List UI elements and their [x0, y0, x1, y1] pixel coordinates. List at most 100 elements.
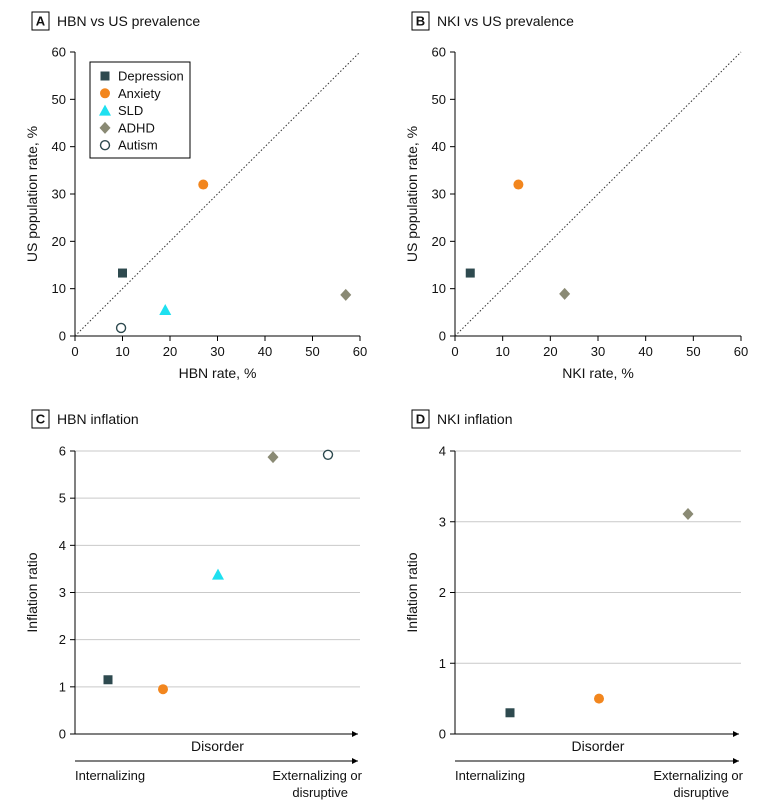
- point-depression: [465, 268, 475, 278]
- y-tick-label-3: 3: [439, 514, 446, 529]
- legend-label-autism: Autism: [118, 138, 158, 153]
- y-tick-label-4: 4: [59, 538, 66, 553]
- legend-marker-anxiety: [100, 88, 110, 99]
- panel-d-nki-inflation: D NKI inflation 0 1 2 3 4 Inflation ratio Disord…: [404, 409, 744, 800]
- panel-c-hbn-inflation: C HBN inflation 0 1 2 3 4 5 6 Inflation ratio Diso…: [24, 409, 363, 800]
- y-tick-label-4: 4: [439, 444, 446, 459]
- spectrum-left-label: Internalizing: [75, 768, 145, 783]
- legend-marker-depression: [100, 71, 110, 81]
- x-tick-label-4: 40: [258, 344, 272, 359]
- y-tick-label-1: 10: [52, 281, 66, 296]
- x-axis-label: Disorder: [191, 738, 244, 754]
- spectrum-right-label-line2: disruptive: [673, 785, 729, 800]
- x-tick-label-0: 0: [451, 344, 458, 359]
- y-tick-label-5: 5: [59, 491, 66, 506]
- y-tick-label-5: 50: [432, 92, 446, 107]
- y-tick-label-2: 2: [59, 632, 66, 647]
- spectrum-right-label-line2: disruptive: [292, 785, 348, 800]
- legend-label-sld: SLD: [118, 103, 143, 118]
- point-depression: [103, 675, 113, 685]
- legend-label-anxiety: Anxiety: [118, 86, 161, 101]
- point-autism: [115, 322, 127, 334]
- panel-title: NKI vs US prevalence: [437, 13, 574, 29]
- y-tick-label-4: 40: [52, 139, 66, 154]
- point-anxiety: [594, 693, 604, 704]
- panel-title: HBN inflation: [57, 411, 139, 427]
- point-adhd: [340, 288, 352, 301]
- legend-label-depression: Depression: [118, 69, 184, 84]
- y-tick-label-0: 0: [59, 727, 66, 742]
- x-axis-label: NKI rate, %: [562, 365, 634, 381]
- y-tick-label-1: 1: [439, 656, 446, 671]
- point-adhd: [559, 287, 571, 300]
- y-tick-label-6: 60: [52, 45, 66, 60]
- point-adhd: [682, 507, 694, 520]
- panel-title: HBN vs US prevalence: [57, 13, 200, 29]
- point-autism: [322, 449, 334, 460]
- panel-letter: A: [36, 14, 46, 29]
- legend: Depression Anxiety SLD ADHD Autism: [89, 61, 191, 159]
- x-tick-label-3: 30: [210, 344, 224, 359]
- point-sld: [159, 303, 172, 315]
- point-depression: [505, 708, 515, 718]
- y-tick-label-6: 6: [59, 444, 66, 459]
- x-tick-label-2: 20: [543, 344, 557, 359]
- y-tick-label-1: 1: [59, 679, 66, 694]
- x-tick-label-4: 40: [638, 344, 652, 359]
- panel-letter: B: [416, 14, 425, 29]
- point-anxiety: [198, 179, 209, 190]
- point-sld: [212, 568, 224, 580]
- point-adhd: [267, 451, 279, 464]
- y-tick-label-2: 20: [432, 234, 446, 249]
- legend-marker-autism: [99, 139, 111, 151]
- spectrum-right-label-line1: Externalizing or: [272, 768, 362, 783]
- point-anxiety: [513, 179, 524, 190]
- y-tick-label-5: 50: [52, 92, 66, 107]
- legend-marker-sld: [99, 104, 111, 116]
- x-tick-label-5: 50: [686, 344, 700, 359]
- y-tick-label-2: 20: [52, 234, 66, 249]
- panel-letter-box: [411, 11, 430, 31]
- y-tick-label-3: 30: [52, 187, 66, 202]
- panel-letter-box: [31, 11, 50, 31]
- point-depression: [118, 268, 127, 278]
- y-tick-label-3: 3: [59, 585, 66, 600]
- x-tick-label-1: 10: [495, 344, 509, 359]
- panel-letter: C: [36, 412, 46, 427]
- x-tick-label-6: 60: [353, 344, 367, 359]
- panel-title: NKI inflation: [437, 411, 512, 427]
- y-tick-label-2: 2: [439, 585, 446, 600]
- x-axis-label: HBN rate, %: [179, 365, 257, 381]
- y-tick-label-6: 60: [432, 45, 446, 60]
- y-tick-label-0: 0: [439, 329, 446, 344]
- y-axis-label: Inflation ratio: [24, 552, 40, 632]
- panel-letter: D: [416, 412, 425, 427]
- y-axis-label: Inflation ratio: [404, 552, 420, 632]
- spectrum-left-label: Internalizing: [455, 768, 525, 783]
- spectrum-right-label-line1: Externalizing or: [653, 768, 743, 783]
- panel-letter-box: [411, 409, 430, 429]
- y-tick-label-4: 40: [432, 139, 446, 154]
- x-axis-label: Disorder: [572, 738, 625, 754]
- identity-line: [454, 51, 742, 337]
- y-axis-label: US population rate, %: [404, 126, 420, 262]
- identity-line: [74, 51, 361, 337]
- legend-marker-adhd: [99, 121, 111, 134]
- point-anxiety: [158, 684, 168, 695]
- y-tick-label-3: 30: [432, 187, 446, 202]
- x-tick-label-3: 30: [591, 344, 605, 359]
- panel-a-hbn-vs-us-prevalence: A HBN vs US prevalence 0 10 20 30 40 50 60 US pop…: [24, 11, 367, 381]
- y-tick-label-0: 0: [439, 727, 446, 742]
- panel-b-nki-vs-us-prevalence: B NKI vs US prevalence 0 10 20 30 40 50 60 US pop…: [404, 11, 748, 381]
- panel-letter-box: [31, 409, 50, 429]
- x-tick-label-1: 10: [115, 344, 129, 359]
- x-tick-label-0: 0: [71, 344, 78, 359]
- x-tick-label-5: 50: [305, 344, 319, 359]
- legend-label-adhd: ADHD: [118, 120, 155, 135]
- y-tick-label-0: 0: [59, 329, 66, 344]
- x-tick-label-6: 60: [734, 344, 748, 359]
- y-tick-label-1: 10: [432, 281, 446, 296]
- x-tick-label-2: 20: [163, 344, 177, 359]
- y-axis-label: US population rate, %: [24, 126, 40, 262]
